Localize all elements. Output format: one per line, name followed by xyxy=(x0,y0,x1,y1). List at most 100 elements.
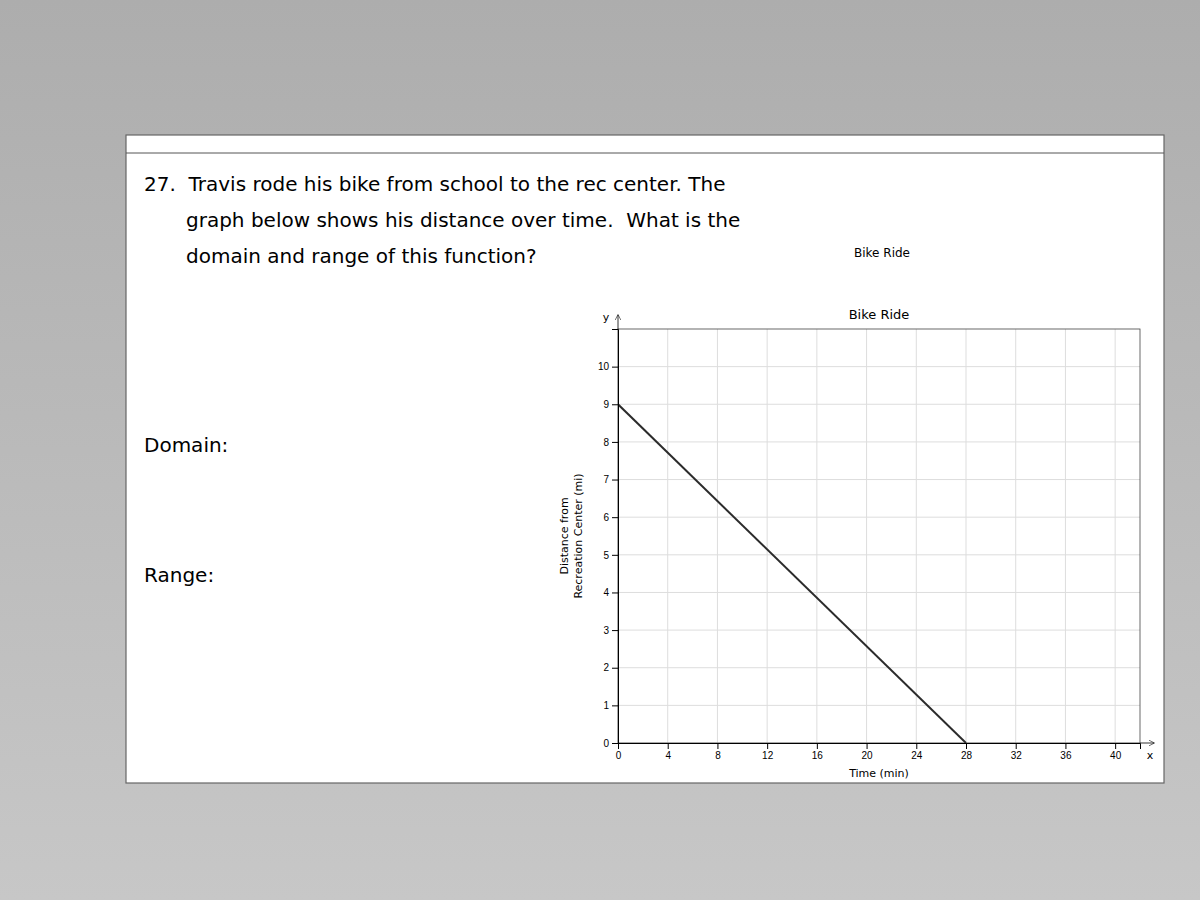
x-grid-line xyxy=(717,329,718,743)
y-tick-label: 1 xyxy=(603,700,609,711)
x-tick-mark xyxy=(668,743,669,749)
x-tick-mark xyxy=(767,743,768,749)
x-tick-label: 0 xyxy=(616,750,622,761)
question-text: domain and range of this function? xyxy=(186,244,537,268)
x-tick: 32 xyxy=(1011,743,1023,761)
y-tick-mark xyxy=(612,367,618,368)
y-tick-label: 5 xyxy=(603,550,609,561)
x-tick-mark xyxy=(966,743,967,749)
y-tick-label: 6 xyxy=(603,512,609,523)
y-tick: 4 xyxy=(603,587,618,598)
x-tick-label: 20 xyxy=(862,750,874,761)
x-grid-line xyxy=(767,329,768,743)
x-axis-line xyxy=(619,744,1141,750)
grid xyxy=(618,329,1140,743)
y-grid-line xyxy=(618,517,1140,518)
y-tick-label: 3 xyxy=(603,625,609,636)
x-tick-label: 16 xyxy=(812,750,824,761)
y-tick: 10 xyxy=(598,361,618,372)
x-tick-mark xyxy=(1115,743,1116,749)
x-tick-label: 8 xyxy=(715,750,721,761)
x-tick: 24 xyxy=(911,743,923,761)
x-tick-label: 24 xyxy=(911,750,923,761)
y-tick: 5 xyxy=(603,550,618,561)
y-tick-mark xyxy=(612,517,618,518)
x-axis-title: Time (min) xyxy=(848,767,909,780)
y-axis-title: Distance fromRecreation Center (mi) xyxy=(558,473,585,598)
range-label: Range: xyxy=(144,563,214,587)
plot-frame xyxy=(618,329,1140,743)
x-tick-mark xyxy=(916,743,917,749)
series xyxy=(618,404,966,743)
x-grid-line xyxy=(916,329,917,743)
x-tick-mark xyxy=(867,743,868,749)
y-tick-label: 0 xyxy=(603,738,609,749)
x-tick: 40 xyxy=(1110,743,1122,761)
y-tick: 8 xyxy=(603,437,618,448)
y-tick-label: 9 xyxy=(603,399,609,410)
x-tick-label: 4 xyxy=(665,750,671,761)
x-tick: 16 xyxy=(812,743,824,761)
y-grid-line xyxy=(618,667,1140,668)
y-axis-line xyxy=(612,330,619,744)
x-tick-label: 12 xyxy=(762,750,774,761)
x-grid-line xyxy=(1065,329,1066,743)
x-grid-line xyxy=(667,329,668,743)
x-tick-label: 32 xyxy=(1011,750,1023,761)
y-tick-mark xyxy=(612,555,618,556)
y-tick: 9 xyxy=(603,399,618,410)
y-axis-title-line: Recreation Center (mi) xyxy=(572,473,585,598)
separator-line xyxy=(126,153,1164,154)
y-axis-title-line: Distance from xyxy=(558,497,571,574)
y-tick-mark xyxy=(612,743,618,744)
y-tick-mark xyxy=(612,404,618,405)
page: 27. Travis rode his bike from school to … xyxy=(0,0,1200,900)
x-tick: 20 xyxy=(862,743,874,761)
domain-label: Domain: xyxy=(144,433,228,457)
x-tick: 4 xyxy=(665,743,671,761)
x-tick-label: 28 xyxy=(961,750,973,761)
y-grid-line xyxy=(618,630,1140,631)
y-tick: 3 xyxy=(603,625,618,636)
x-axis-arrow xyxy=(1140,743,1154,744)
x-tick: 36 xyxy=(1060,743,1072,761)
y-tick: 7 xyxy=(603,474,618,485)
y-axis: 0 1 2 3 4 5 6 7 8 9 10 xyxy=(598,330,619,749)
x-grid-line xyxy=(816,329,817,743)
x-tick-mark xyxy=(1016,743,1017,749)
x-tick-mark xyxy=(817,743,818,749)
question-text: 27. Travis rode his bike from school to … xyxy=(144,172,725,196)
x-tick-label: 40 xyxy=(1110,750,1122,761)
y-tick-label: 4 xyxy=(603,587,609,598)
x-grid-line xyxy=(966,329,967,743)
y-grid-line xyxy=(618,366,1140,367)
y-grid-line xyxy=(618,592,1140,593)
y-grid-line xyxy=(618,441,1140,442)
x-tick-mark xyxy=(1065,743,1066,749)
x-tick: 0 xyxy=(616,743,622,761)
x-tick: 28 xyxy=(961,743,973,761)
y-tick-mark xyxy=(612,480,618,481)
y-grid-line xyxy=(618,705,1140,706)
question-text: graph below shows his distance over time… xyxy=(186,208,740,232)
y-axis-arrow xyxy=(618,315,619,329)
y-tick-label: 7 xyxy=(603,474,609,485)
worksheet-box xyxy=(126,135,1164,783)
x-axis: 0 4 8 12 16 20 24 28 32 36 40 xyxy=(616,743,1141,761)
x-tick-mark xyxy=(717,743,718,749)
y-grid-line xyxy=(618,404,1140,405)
y-tick: 2 xyxy=(603,662,618,673)
x-axis-letter: x xyxy=(1147,749,1154,762)
y-tick: 1 xyxy=(603,700,618,711)
y-tick-mark xyxy=(612,442,618,443)
y-grid-line xyxy=(618,554,1140,555)
x-grid-line xyxy=(866,329,867,743)
x-grid-line xyxy=(1115,329,1116,743)
worksheet-title: Bike Ride xyxy=(854,246,910,260)
y-tick-label: 8 xyxy=(603,437,609,448)
y-tick-mark xyxy=(612,592,618,593)
chart-title: Bike Ride xyxy=(849,307,910,322)
x-tick-label: 36 xyxy=(1060,750,1072,761)
y-tick-label: 2 xyxy=(603,662,609,673)
plot-background xyxy=(618,329,1140,743)
